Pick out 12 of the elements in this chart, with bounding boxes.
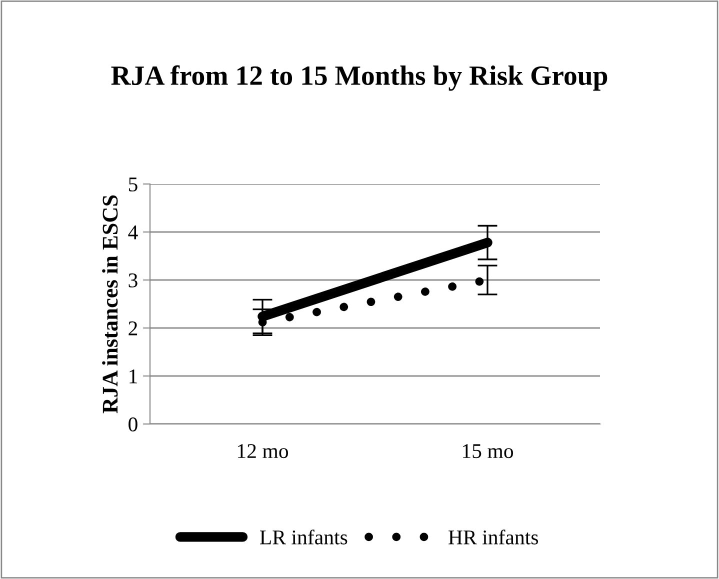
y-tick-label: 1 (130, 369, 137, 384)
legend-label: LR infants (260, 530, 348, 544)
chart-title: RJA from 12 to 15 Months by Risk Group (111, 65, 608, 91)
legend-label: HR infants (448, 530, 538, 544)
y-tick-label: 3 (128, 273, 138, 288)
y-tick-label: 0 (128, 417, 138, 432)
x-tick-label: 12 mo (238, 444, 288, 458)
x-tick-label: 15 mo (463, 444, 514, 458)
y-tick-label: 4 (128, 226, 138, 240)
y-tick-label: 2 (128, 321, 138, 336)
y-axis-title: RJA instances in ESCS (102, 195, 118, 414)
y-tick-label: 5 (128, 178, 138, 192)
